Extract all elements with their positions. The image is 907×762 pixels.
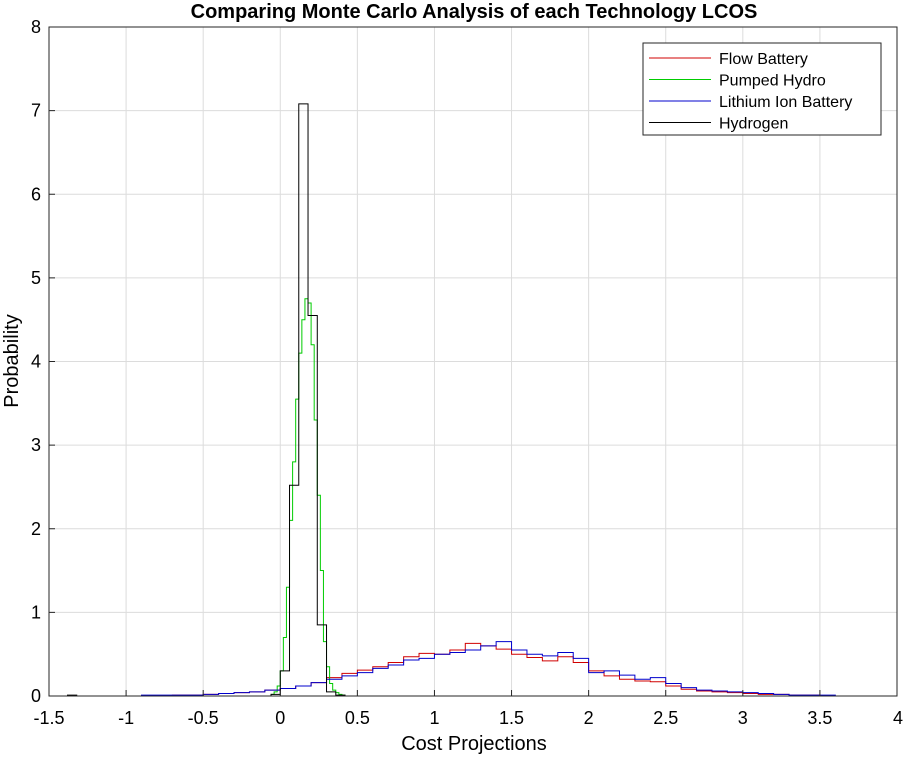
x-tick-label: 1.5 xyxy=(499,708,524,728)
y-tick-label: 3 xyxy=(31,435,41,455)
legend-entry-label: Lithium Ion Battery xyxy=(719,94,852,111)
y-axis-label: Probability xyxy=(1,314,23,407)
y-tick-label: 6 xyxy=(31,184,41,204)
legend: Flow Battery Pumped Hydro Lithium Ion Batt… xyxy=(642,42,882,136)
x-axis-label: Cost Projections xyxy=(401,733,547,755)
x-tick-label: 2.5 xyxy=(653,708,678,728)
y-tick-label: 0 xyxy=(31,686,41,706)
y-tick-label: 8 xyxy=(31,17,41,37)
x-tick-label: 0.5 xyxy=(345,708,370,728)
y-tick-label: 1 xyxy=(31,602,41,622)
legend-entry-label: Flow Battery xyxy=(719,51,808,68)
x-tick-label: -1.5 xyxy=(33,708,64,728)
series-lithium-ion-battery-line xyxy=(141,641,851,697)
y-tick-label: 4 xyxy=(31,352,41,372)
x-tick-label: 0 xyxy=(275,708,285,728)
x-tick-label: -1 xyxy=(118,708,134,728)
y-tick-label: 2 xyxy=(31,519,41,539)
legend-entry-label: Pumped Hydro xyxy=(719,73,826,90)
legend-entry-label: Hydrogen xyxy=(719,116,788,133)
series-layer xyxy=(67,103,897,697)
tick-layer: -1.5 -1 -0.5 0 0.5 1 1.5 2 2.5 3 3.5 4 0 1 2 3 4 5 6 7 8 xyxy=(31,17,903,728)
chart-title: Comparing Monte Carlo Analysis of each T… xyxy=(191,1,758,23)
x-tick-label: -0.5 xyxy=(188,708,219,728)
x-tick-label: 2 xyxy=(584,708,594,728)
x-tick-label: 3.5 xyxy=(807,708,832,728)
y-tick-label: 5 xyxy=(31,268,41,288)
x-tick-label: 4 xyxy=(893,708,903,728)
x-tick-label: 3 xyxy=(738,708,748,728)
x-tick-label: 1 xyxy=(429,708,439,728)
y-tick-label: 7 xyxy=(31,101,41,121)
